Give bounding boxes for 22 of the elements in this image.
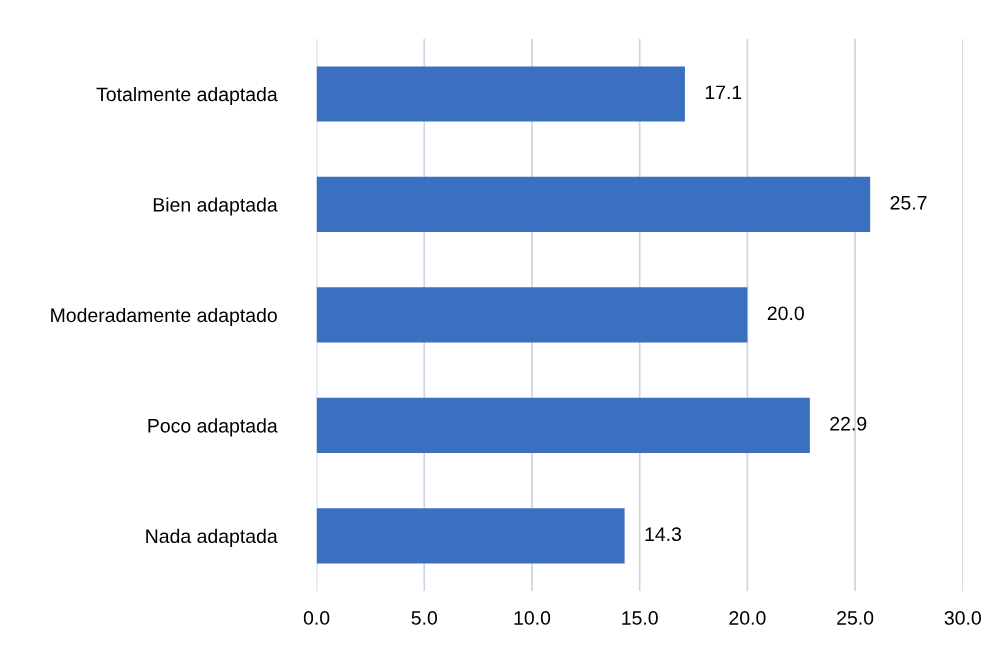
- x-tick-label: 15.0: [622, 611, 658, 625]
- data-label: 20.0: [767, 306, 804, 321]
- x-tick-label: 25.0: [837, 611, 874, 625]
- data-label: 22.9: [830, 416, 867, 431]
- y-tick-label: Moderadamente adaptado: [51, 307, 277, 327]
- bar: [316, 287, 748, 343]
- x-tick-label: 10.0: [514, 611, 551, 625]
- x-tick-label: 5.0: [411, 611, 438, 625]
- bar: [316, 397, 810, 454]
- y-tick-label: Nada adaptada: [146, 528, 278, 547]
- bar: [316, 176, 871, 233]
- x-tick-label: 20.0: [729, 611, 766, 625]
- data-label: 25.7: [890, 195, 927, 210]
- x-tick-label: 0.0: [303, 611, 330, 625]
- bar: [316, 508, 625, 564]
- bar: [316, 66, 685, 122]
- y-tick-label: Poco adaptada: [148, 418, 278, 437]
- data-label: 14.3: [645, 527, 682, 542]
- y-tick-label: Bien adaptada: [153, 197, 278, 216]
- x-tick-label: 30.0: [944, 611, 981, 625]
- y-tick-label: Totalmente adaptada: [96, 86, 278, 106]
- data-label: 17.1: [705, 85, 742, 100]
